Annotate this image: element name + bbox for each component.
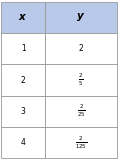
Text: 1: 1 (21, 44, 25, 53)
Text: 2: 2 (79, 44, 83, 53)
Text: $\frac{2}{25}$: $\frac{2}{25}$ (77, 103, 85, 120)
Text: 3: 3 (21, 107, 26, 116)
FancyBboxPatch shape (1, 64, 45, 96)
Text: 4: 4 (21, 138, 26, 147)
FancyBboxPatch shape (45, 96, 117, 127)
FancyBboxPatch shape (45, 127, 117, 158)
FancyBboxPatch shape (1, 96, 45, 127)
FancyBboxPatch shape (45, 33, 117, 64)
Text: $\bfit{y}$: $\bfit{y}$ (76, 11, 86, 23)
Text: 2: 2 (21, 76, 25, 84)
FancyBboxPatch shape (45, 64, 117, 96)
FancyBboxPatch shape (1, 127, 45, 158)
FancyBboxPatch shape (1, 33, 45, 64)
FancyBboxPatch shape (1, 2, 45, 33)
Text: $\bfit{x}$: $\bfit{x}$ (18, 12, 28, 22)
Text: $\frac{2}{125}$: $\frac{2}{125}$ (75, 135, 87, 151)
FancyBboxPatch shape (45, 2, 117, 33)
Text: $\frac{2}{5}$: $\frac{2}{5}$ (78, 72, 84, 88)
